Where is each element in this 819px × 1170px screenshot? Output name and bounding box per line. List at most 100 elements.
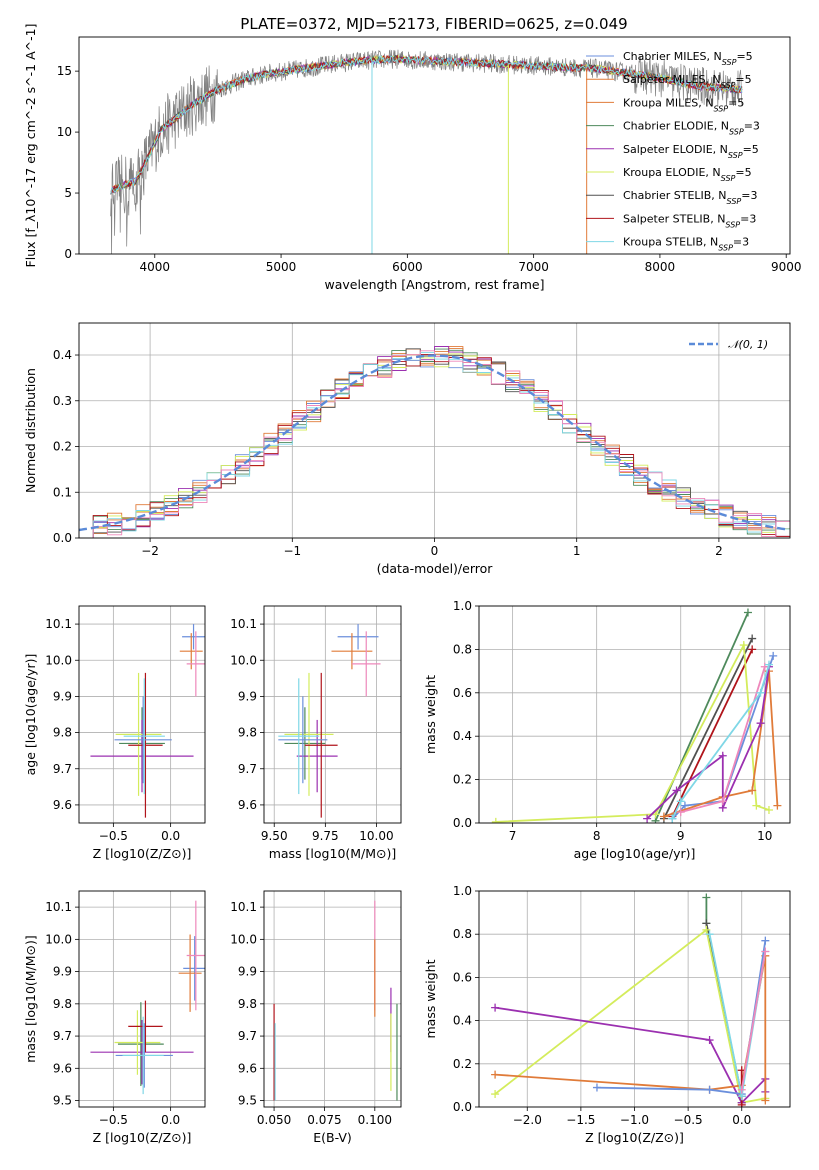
y-tick-label: 9.5 xyxy=(53,1094,72,1108)
y-tick-label: 0.3 xyxy=(53,394,72,408)
mass-weight-vs-Z-frame xyxy=(478,890,791,1108)
y-tick-label: 9.6 xyxy=(53,1061,72,1075)
x-tick-label: −1.5 xyxy=(566,1113,595,1127)
x-tick-label: 10 xyxy=(757,829,772,843)
x-tick-label: 0.0 xyxy=(732,1113,751,1127)
x-tick-label: 4000 xyxy=(139,260,170,274)
legend-entry: Kroupa MILES, NSSP=5 xyxy=(623,96,744,113)
series-marker xyxy=(705,1036,714,1045)
legend-label: Salpeter MILES, N xyxy=(623,73,721,86)
y-axis-label: Flux [f_λ10^-17 erg cm^-2 s^-1 A^-1] xyxy=(23,24,38,268)
legend-subscript: SSP xyxy=(725,220,740,229)
legend-value: =3 xyxy=(733,236,749,249)
x-axis-label: E(B-V) xyxy=(313,1130,352,1145)
histogram-series xyxy=(92,350,790,538)
x-tick-label: 0.0 xyxy=(161,1113,180,1127)
x-tick-label: −0.5 xyxy=(674,1113,703,1127)
x-tick-label: 0.050 xyxy=(257,1113,291,1127)
legend-entry: Chabrier ELODIE, NSSP=3 xyxy=(623,120,760,137)
x-tick-label: −2.0 xyxy=(513,1113,542,1127)
series-marker xyxy=(743,608,752,617)
series-marker xyxy=(752,801,761,810)
legend-subscript: SSP xyxy=(722,58,737,67)
legend-label: Salpeter STELIB, N xyxy=(623,212,725,225)
series-marker xyxy=(702,925,711,934)
y-axis-label: mass weight xyxy=(423,675,438,754)
y-tick-label: 9.6 xyxy=(238,798,257,812)
spectrum-plot xyxy=(110,49,743,254)
legend-value: =5 xyxy=(735,166,751,179)
age-vs-mass-plot xyxy=(278,624,381,818)
series-marker xyxy=(764,660,773,669)
series-marker xyxy=(702,893,711,902)
series-marker xyxy=(756,688,765,697)
y-tick-label: 9.7 xyxy=(238,1029,257,1043)
mass-vs-Z-axes: −0.5 0.0 9.5 9.6 9.7 9.8 9.9 10.0 10.1 Z [log10(Z… xyxy=(23,891,205,1145)
x-tick-label: 10.00 xyxy=(359,829,393,843)
y-tick-label: 0.4 xyxy=(53,348,72,362)
y-tick-label: 9.7 xyxy=(53,1029,72,1043)
y-tick-label: 10 xyxy=(57,125,72,139)
x-tick-label: 7000 xyxy=(518,260,549,274)
legend-label: Chabrier MILES, N xyxy=(623,50,722,63)
series-marker xyxy=(761,947,770,956)
y-tick-label: 0.8 xyxy=(453,642,472,656)
x-tick-label: 2 xyxy=(715,544,723,558)
y-tick-label: 9.9 xyxy=(53,689,72,703)
x-axis-label: wavelength [Angstrom, rest frame] xyxy=(324,277,544,292)
legend-label: Kroupa STELIB, N xyxy=(623,236,718,249)
series-marker xyxy=(737,1085,746,1094)
series-marker xyxy=(748,634,757,643)
y-tick-label: 0.2 xyxy=(53,440,72,454)
mass-vs-EBV-frame xyxy=(263,890,402,1108)
model-spectrum xyxy=(110,55,743,195)
y-tick-label: 0.6 xyxy=(453,686,472,700)
x-tick-label: 0 xyxy=(431,544,439,558)
age-vs-mass-axes: 9.50 9.75 10.00 9.6 9.7 9.8 9.9 10.0 10.1 mass [l… xyxy=(230,606,401,861)
y-tick-label: 10.1 xyxy=(230,617,257,631)
y-tick-label: 1.0 xyxy=(453,884,472,898)
y-tick-label: 0.2 xyxy=(453,1057,472,1071)
x-tick-label: 5000 xyxy=(266,260,297,274)
residual-histogram-frame xyxy=(78,322,791,539)
series-marker xyxy=(491,1003,500,1012)
y-tick-label: 9.6 xyxy=(238,1061,257,1075)
y-tick-label: 9.7 xyxy=(238,762,257,776)
legend-subscript: SSP xyxy=(713,104,728,113)
x-tick-label: 1 xyxy=(573,544,581,558)
y-tick-label: 0.8 xyxy=(453,927,472,941)
y-tick-label: 9.5 xyxy=(238,1094,257,1108)
y-tick-label: 9.8 xyxy=(53,726,72,740)
y-tick-label: 9.9 xyxy=(53,965,72,979)
mass-weight-vs-age-axes: 7 8 9 10 0.0 0.2 0.4 0.6 0.8 1.0 age [log10(age/yr… xyxy=(423,599,790,861)
y-axis-label: age [log10(age/yr)] xyxy=(23,654,38,776)
series-marker xyxy=(705,1085,714,1094)
x-tick-label: −1.0 xyxy=(620,1113,649,1127)
y-tick-label: 0.4 xyxy=(453,729,472,743)
series-marker xyxy=(761,936,770,945)
x-axis-label: age [log10(age/yr)] xyxy=(574,846,696,861)
series-marker xyxy=(764,805,773,814)
gaussian-curve xyxy=(79,354,788,532)
mass-weight-vs-age-plot xyxy=(491,608,782,823)
series-marker xyxy=(680,801,689,810)
series-marker xyxy=(748,645,757,654)
y-tick-label: 10.1 xyxy=(45,617,72,631)
y-tick-label: 9.8 xyxy=(238,997,257,1011)
age-vs-Z-axes: −0.5 0.0 9.6 9.7 9.8 9.9 10.0 10.1 Z [log10(Z/Z⊙… xyxy=(23,606,205,861)
x-axis-label: mass [log10(M/M⊙)] xyxy=(269,846,397,861)
legend-subscript: SSP xyxy=(721,81,736,90)
x-tick-label: 9.50 xyxy=(261,829,288,843)
series-marker xyxy=(756,719,765,728)
age-vs-mass-frame xyxy=(263,605,402,824)
series-marker xyxy=(643,814,652,823)
legend-entry: Kroupa ELODIE, NSSP=5 xyxy=(623,166,752,183)
y-tick-label: 15 xyxy=(57,64,72,78)
x-tick-label: 8000 xyxy=(645,260,676,274)
x-tick-label: 0.100 xyxy=(358,1113,392,1127)
y-tick-label: 10.0 xyxy=(230,653,257,667)
legend-entry: Chabrier MILES, NSSP=5 xyxy=(623,50,753,67)
y-tick-label: 0.4 xyxy=(453,1014,472,1028)
x-tick-label: −2 xyxy=(141,544,159,558)
